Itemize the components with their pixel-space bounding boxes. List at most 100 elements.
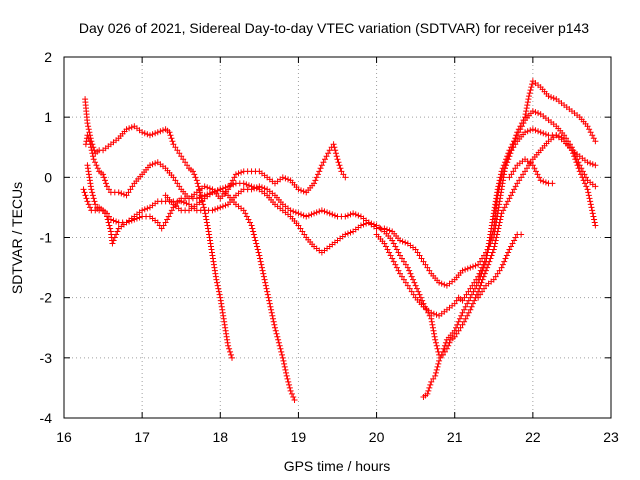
data-point: [494, 192, 501, 199]
data-point: [532, 127, 539, 134]
data-point: [529, 81, 536, 88]
data-point: [500, 168, 507, 175]
data-point: [475, 294, 482, 301]
data-point: [583, 183, 590, 190]
data-point: [332, 147, 339, 154]
data-point: [465, 309, 472, 316]
data-point: [514, 180, 521, 187]
data-point: [136, 214, 143, 221]
y-tick-label: -2: [40, 290, 53, 306]
data-point: [397, 270, 404, 277]
data-point: [548, 94, 555, 101]
data-point: [481, 258, 488, 265]
data-point: [109, 240, 116, 247]
y-tick-label: 2: [44, 49, 52, 65]
data-point: [584, 159, 591, 166]
data-point: [288, 390, 295, 397]
data-point: [172, 177, 179, 184]
data-point: [259, 267, 266, 274]
axis-ticks: [63, 56, 612, 419]
data-point: [481, 285, 488, 292]
data-point: [206, 185, 213, 192]
data-point: [283, 369, 290, 376]
data-point: [477, 267, 484, 274]
data-point: [540, 178, 547, 185]
data-point: [497, 180, 504, 187]
data-point: [355, 212, 362, 219]
data-point: [90, 195, 97, 202]
data-point: [178, 198, 185, 205]
data-point: [344, 212, 351, 219]
data-point: [334, 156, 341, 163]
data-point: [106, 222, 113, 229]
data-point: [271, 324, 278, 331]
data-point: [86, 138, 93, 145]
data-point: [505, 156, 512, 163]
data-point: [432, 372, 439, 379]
data-point: [326, 210, 333, 217]
data-point: [438, 351, 445, 358]
data-point: [511, 138, 518, 145]
data-point: [125, 189, 132, 196]
data-point: [87, 141, 94, 148]
data-point: [212, 206, 219, 213]
data-point: [281, 363, 288, 370]
series-trace-1: [82, 96, 236, 361]
data-point: [484, 249, 491, 256]
data-point: [537, 177, 544, 184]
data-point: [87, 204, 94, 211]
data-point: [342, 174, 349, 181]
data-point: [459, 309, 466, 316]
data-point: [397, 252, 404, 259]
data-point: [83, 195, 90, 202]
data-point: [283, 372, 290, 379]
data-point: [468, 303, 475, 310]
data-point: [172, 144, 179, 151]
series-trace-8: [475, 231, 525, 301]
data-point: [127, 186, 134, 193]
data-point: [347, 229, 354, 236]
data-point: [503, 252, 510, 259]
data-point: [504, 198, 511, 205]
data-point: [393, 264, 400, 271]
data-point: [269, 312, 276, 319]
data-point: [85, 201, 92, 208]
y-axis-label: SDTVAR / TECUs: [9, 182, 25, 294]
data-point: [586, 195, 593, 202]
data-point: [287, 207, 294, 214]
data-point: [436, 279, 443, 286]
data-point: [414, 249, 421, 256]
data-point: [584, 186, 591, 193]
data-point: [404, 264, 411, 271]
data-point: [228, 351, 235, 358]
data-point: [451, 300, 458, 307]
data-point: [267, 303, 274, 310]
data-point: [497, 213, 504, 220]
data-point: [81, 189, 88, 196]
data-point: [212, 188, 219, 195]
data-point: [110, 237, 117, 244]
data-point: [504, 159, 511, 166]
data-point: [85, 135, 92, 142]
data-point: [483, 252, 490, 259]
data-point: [290, 208, 297, 215]
data-point: [581, 180, 588, 187]
data-point: [395, 249, 402, 256]
data-point: [404, 282, 411, 289]
data-point: [489, 231, 496, 238]
data-point: [88, 186, 95, 193]
data-point: [250, 231, 257, 238]
data-point: [88, 144, 95, 151]
data-point: [257, 255, 264, 262]
data-point: [323, 153, 330, 160]
data-point: [456, 315, 463, 322]
data-point: [204, 222, 211, 229]
data-point: [584, 123, 591, 130]
data-point: [507, 243, 514, 250]
data-point: [278, 348, 285, 355]
data-point: [426, 267, 433, 274]
data-point: [245, 182, 252, 189]
data-point: [499, 261, 506, 268]
data-point: [114, 228, 121, 235]
data-point: [508, 171, 515, 178]
